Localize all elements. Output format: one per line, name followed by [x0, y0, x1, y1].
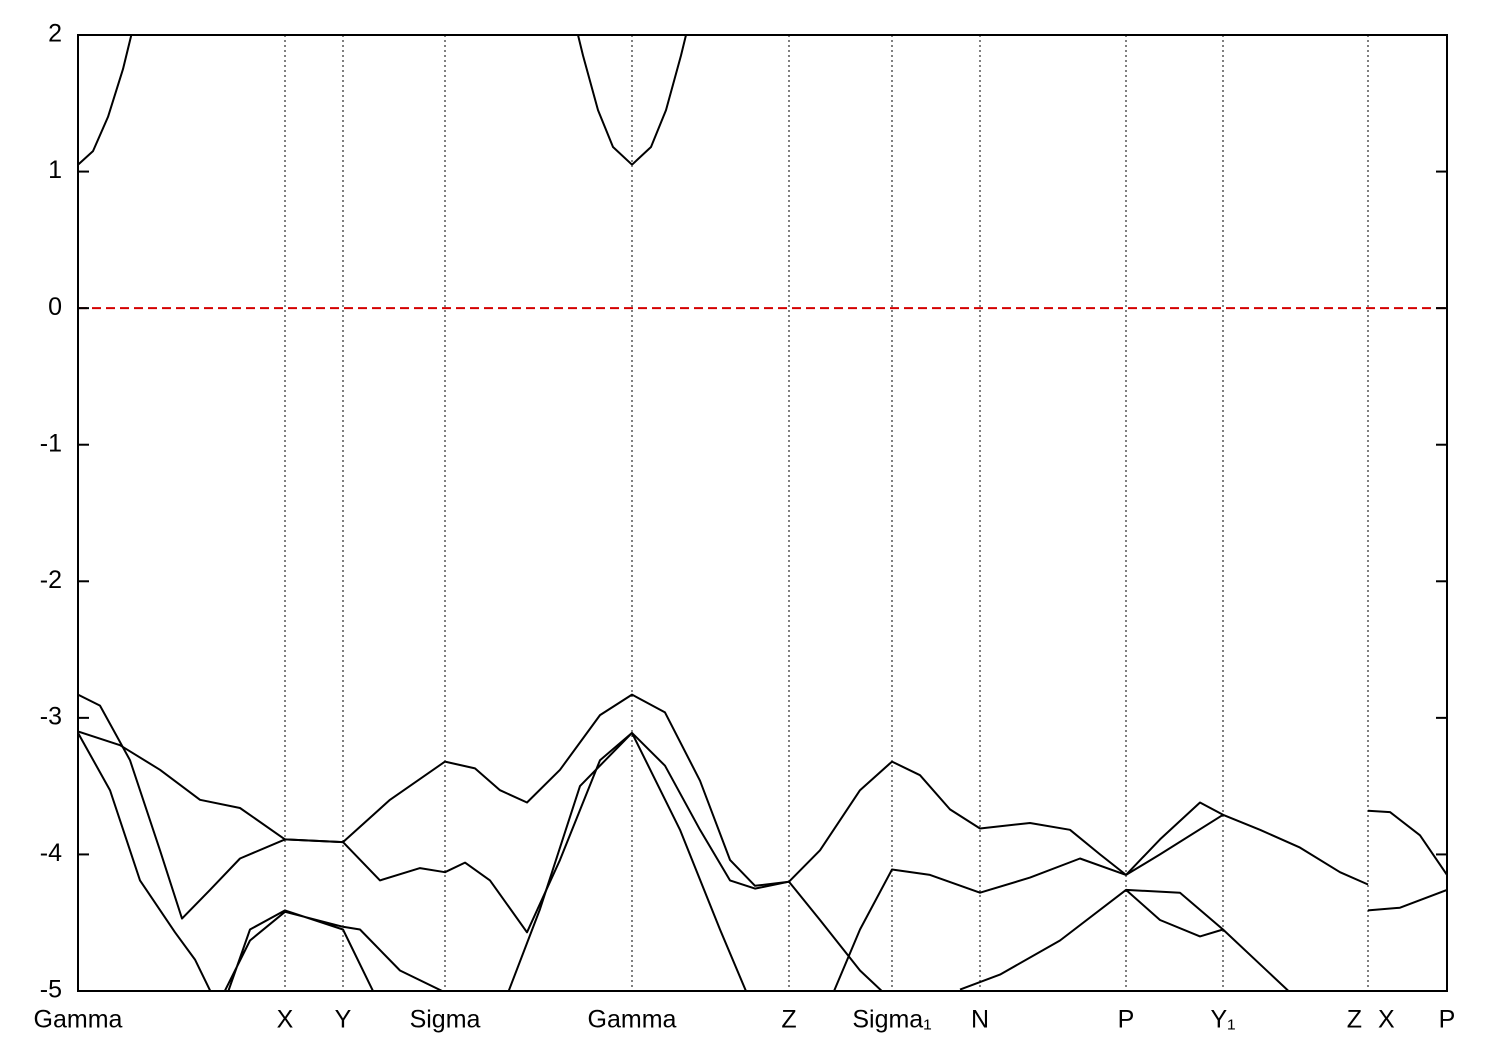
x-tick-label: P: [1439, 1006, 1456, 1034]
x-tick-label: N: [971, 1006, 989, 1034]
y-tick-label: -3: [40, 702, 62, 730]
band-line: [78, 730, 884, 991]
band-line: [78, 35, 688, 166]
x-tick-label: Sigma: [410, 1006, 481, 1034]
band-line: [78, 693, 1447, 920]
x-tick-label: Gamma: [588, 1006, 677, 1034]
x-tick-label: Z: [781, 1006, 796, 1034]
x-tick-label: Z: [1347, 1006, 1362, 1034]
labels: -5 -4 -3 -2 -1 0 1 2 Gamma X Y Sigma Gamma Z Sigma₁ N P Y…: [34, 20, 1456, 1034]
y-tick-label: -1: [40, 429, 62, 457]
band-line: [223, 732, 633, 991]
y-tick-label: 1: [48, 156, 62, 184]
band-line: [78, 732, 748, 991]
x-tick-label: Gamma: [34, 1006, 123, 1034]
band-line: [959, 888, 1447, 991]
plot-frame: [77, 34, 1448, 992]
y-tick-label: -5: [40, 976, 62, 1004]
y-tick-label: -4: [40, 839, 62, 867]
x-tick-label: Sigma₁: [852, 1006, 931, 1034]
x-tick-label: X: [277, 1006, 294, 1034]
y-tick-label: 2: [48, 20, 62, 48]
bands: [78, 35, 1447, 991]
x-tick-label: P: [1118, 1006, 1135, 1034]
x-tick-label: Y: [335, 1006, 352, 1034]
band-line: [832, 813, 1224, 991]
y-tick-label: 0: [48, 293, 62, 321]
grid: [77, 35, 1448, 991]
x-tick-label: X: [1378, 1006, 1395, 1034]
x-tick-label: Y₁: [1210, 1006, 1235, 1034]
y-tick-label: -2: [40, 566, 62, 594]
